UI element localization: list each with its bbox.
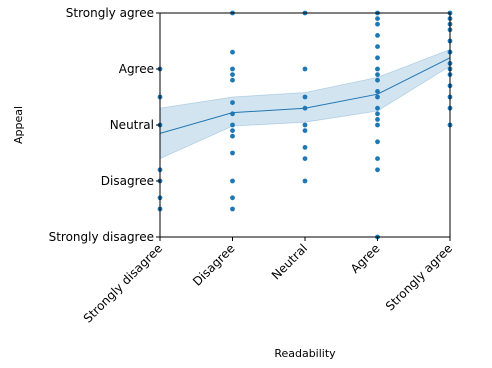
scatter-point (375, 89, 380, 94)
scatter-point (230, 179, 235, 184)
scatter-point (375, 139, 380, 144)
scatter-point (303, 179, 308, 184)
y-tick-label: Strongly agree (66, 6, 154, 20)
scatter-point (375, 72, 380, 77)
scatter-point (230, 195, 235, 200)
x-axis: Strongly disagree Disagree Neutral Agree… (81, 237, 455, 360)
scatter-point (375, 67, 380, 72)
scatter-point (375, 55, 380, 60)
scatter-point (303, 95, 308, 100)
x-tick: Disagree (190, 237, 238, 289)
scatter-point (303, 128, 308, 133)
scatter-point (230, 72, 235, 77)
x-tick: Agree (348, 237, 383, 276)
scatter-point (303, 145, 308, 150)
y-tick: Disagree (101, 174, 160, 188)
scatter-point (375, 22, 380, 27)
x-axis-title: Readability (274, 347, 336, 360)
y-axis: Strongly agree Agree Neutral Disagree St… (12, 6, 160, 244)
x-tick-label: Neutral (269, 241, 310, 282)
y-tick: Neutral (110, 118, 160, 132)
scatter-point (375, 44, 380, 49)
scatter-point (230, 151, 235, 156)
scatter-point (230, 100, 235, 105)
y-tick-label: Agree (119, 62, 154, 76)
y-tick-label: Strongly disagree (49, 230, 154, 244)
scatter-point (230, 67, 235, 72)
scatter-point (375, 156, 380, 161)
y-tick-label: Neutral (110, 118, 154, 132)
confidence-band (160, 49, 450, 158)
scatter-point (303, 67, 308, 72)
scatter-point (230, 78, 235, 83)
scatter-point (230, 207, 235, 212)
y-tick: Agree (119, 62, 160, 76)
confidence-band-layer (160, 49, 450, 158)
scatter-point (230, 123, 235, 128)
scatter-point (230, 50, 235, 55)
x-tick: Strongly agree (383, 237, 455, 314)
x-tick-label: Strongly disagree (81, 241, 165, 325)
y-axis-title: Appeal (12, 106, 25, 144)
x-tick: Strongly disagree (81, 237, 165, 326)
scatter-point (303, 123, 308, 128)
x-tick: Neutral (269, 237, 310, 282)
scatter-point (375, 78, 380, 83)
scatter-point (303, 156, 308, 161)
y-tick-label: Disagree (101, 174, 154, 188)
scatter-point (375, 106, 380, 111)
scatter-point (375, 95, 380, 100)
scatter-point (375, 111, 380, 116)
scatter-point (303, 106, 308, 111)
scatter-point (375, 117, 380, 122)
y-tick: Strongly disagree (49, 230, 160, 244)
scatter-point (375, 16, 380, 21)
x-tick-label: Strongly agree (383, 241, 455, 313)
x-tick-label: Disagree (190, 241, 238, 289)
scatter-point (375, 123, 380, 128)
x-tick-label: Agree (348, 241, 383, 276)
scatter-point (230, 111, 235, 116)
y-tick: Strongly agree (66, 6, 160, 20)
scatter-point (375, 33, 380, 38)
scatter-point (375, 167, 380, 172)
scatter-point (230, 134, 235, 139)
scatter-point (230, 128, 235, 133)
